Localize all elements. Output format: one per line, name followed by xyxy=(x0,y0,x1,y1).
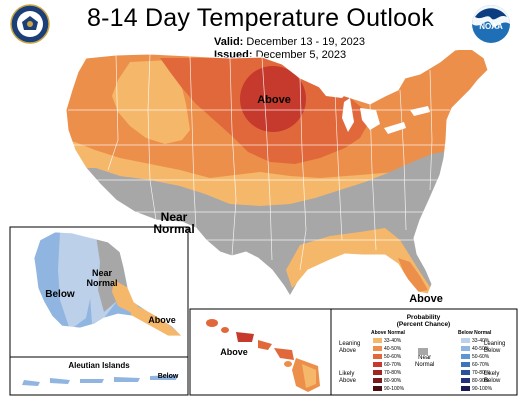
label-alaska-near-normal: Near Normal xyxy=(86,268,118,288)
legend-above-swatch-2 xyxy=(373,354,382,359)
label-alaska-below: Below xyxy=(45,289,75,300)
lake-superior xyxy=(318,82,350,98)
legend-below-label-6: 90-100% xyxy=(472,385,493,392)
legend-below-label-4: 70-80% xyxy=(472,369,490,376)
hawaii-islands-shapes xyxy=(206,319,320,392)
lake-erie xyxy=(384,122,406,134)
legend-above-swatch-0 xyxy=(373,338,382,343)
legend-below-swatch-2 xyxy=(461,354,470,359)
legend-above-label-1: 40-50% xyxy=(384,345,402,352)
label-aleutian-below: Below xyxy=(157,373,179,380)
lake-ontario xyxy=(410,106,430,116)
legend-leaning-above: Leaning Above xyxy=(339,341,361,354)
legend-above-label-6: 90-100% xyxy=(384,385,405,392)
legend-near-swatch xyxy=(418,348,428,355)
label-above-north: Above xyxy=(257,94,291,106)
label-hawaii-above: Above xyxy=(220,347,248,357)
legend-above-swatch-3 xyxy=(373,362,382,367)
legend-below-label-0: 33-40% xyxy=(472,337,490,344)
legend-above-label-0: 33-40% xyxy=(384,337,402,344)
issued-value: December 5, 2023 xyxy=(255,49,347,61)
legend-leaning-below: Leaning Below xyxy=(484,341,506,354)
legend-below-swatch-3 xyxy=(461,362,470,367)
label-alaska-above: Above xyxy=(148,315,176,325)
legend-above-label-4: 70-80% xyxy=(384,369,402,376)
valid-dates: Valid: December 13 - 19, 2023 xyxy=(214,36,365,48)
legend-below-swatch-5 xyxy=(461,378,470,383)
valid-value: December 13 - 19, 2023 xyxy=(246,36,366,48)
label-near-normal-conus: Near Normal xyxy=(153,210,195,236)
lake-michigan xyxy=(342,98,354,132)
label-above-florida: Above xyxy=(409,293,443,305)
legend-above-swatch-1 xyxy=(373,346,382,351)
legend-above-swatch-4 xyxy=(373,370,382,375)
lake-huron xyxy=(360,108,380,130)
legend-above-swatch-6 xyxy=(373,386,382,391)
legend-likely-above: Likely Above xyxy=(339,371,357,384)
legend-above-label-5: 80-90% xyxy=(384,377,402,384)
legend-below-swatch-4 xyxy=(461,370,470,375)
svg-text:NOAA: NOAA xyxy=(479,22,503,31)
label-aleutian-islands: Aleutian Islands xyxy=(68,361,130,370)
legend-below-label-1: 40-50% xyxy=(472,345,490,352)
noaa-logo-icon: NOAA xyxy=(472,5,510,43)
legend-title: Probability (Percent Chance) xyxy=(396,314,451,328)
legend-above-header: Above Normal xyxy=(371,330,405,336)
legend: Probability (Percent Chance) Above Norma… xyxy=(331,313,516,399)
legend-below-header: Below Normal xyxy=(458,330,492,336)
legend-below-swatch-0 xyxy=(461,338,470,343)
legend-below-swatch-6 xyxy=(461,386,470,391)
legend-below-label-3: 60-70% xyxy=(472,361,490,368)
legend-likely-below: Likely Below xyxy=(484,371,501,384)
valid-label: Valid: xyxy=(214,36,244,48)
legend-below-swatch-1 xyxy=(461,346,470,351)
legend-above-label-3: 60-70% xyxy=(384,361,402,368)
aleutian-islands-shapes xyxy=(22,375,178,386)
commerce-seal-icon xyxy=(10,4,50,44)
legend-above-label-2: 50-60% xyxy=(384,353,402,360)
legend-below-label-5: 80-90% xyxy=(472,377,490,384)
map-title: 8-14 Day Temperature Outlook xyxy=(87,4,434,32)
legend-below-label-2: 50-60% xyxy=(472,353,490,360)
legend-above-swatch-5 xyxy=(373,378,382,383)
legend-near-normal: Near Normal xyxy=(415,355,435,368)
